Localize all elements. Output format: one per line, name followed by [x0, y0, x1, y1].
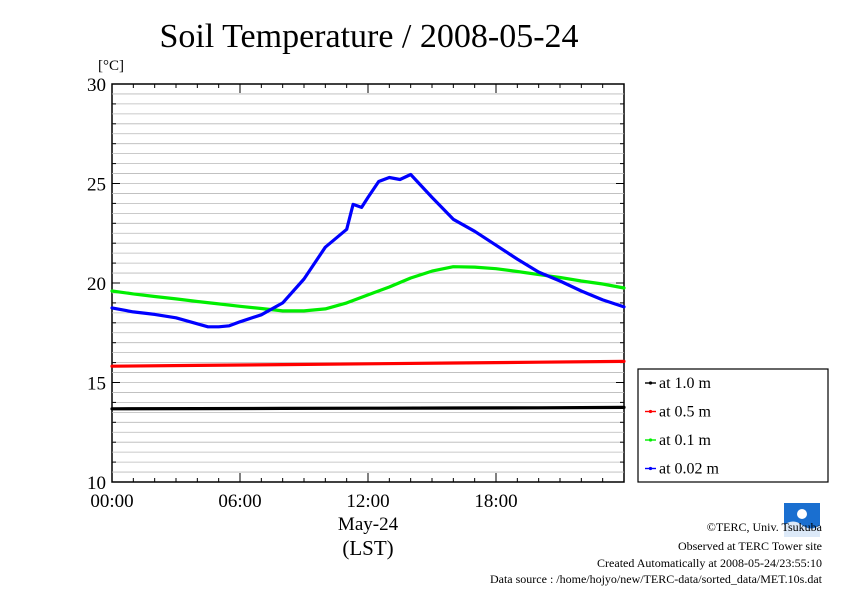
x-axis-date-label: May-24: [338, 514, 399, 535]
x-axis-time-zone-label: (LST): [342, 536, 393, 560]
y-tick-label: 25: [87, 175, 106, 196]
credit-observed: Observed at TERC Tower site: [678, 539, 822, 553]
legend-swatch-marker: [648, 466, 653, 471]
y-tick-label: 10: [87, 473, 106, 494]
series-line-at-0-02-m: [110, 172, 626, 329]
legend-label: at 0.02 m: [659, 461, 720, 478]
logo-drop: [797, 509, 807, 519]
legend: at 1.0 m at 0.5 m at 0.1 m at 0.02 m: [637, 368, 829, 483]
legend-label: at 0.5 m: [659, 404, 712, 421]
x-tick-label: 18:00: [474, 491, 517, 512]
legend-swatch-marker: [648, 409, 653, 414]
grid-lines: [112, 93, 624, 473]
series-line-at-1-0-m: [110, 405, 626, 411]
y-axis-ticks: 10 15 20 25 30: [87, 75, 624, 494]
y-tick-label: 15: [87, 374, 106, 395]
legend-label: at 1.0 m: [659, 375, 712, 392]
x-tick-label: 06:00: [218, 491, 261, 512]
chart-title: Soil Temperature / 2008-05-24: [159, 18, 578, 55]
legend-swatch-marker: [648, 438, 653, 442]
y-tick-label: 30: [87, 75, 106, 96]
series-line-at-0-5-m: [110, 359, 626, 368]
credit-created: Created Automatically at 2008-05-24/23:5…: [597, 556, 822, 570]
logo-wave: [784, 521, 820, 537]
y-tick-label: 20: [87, 274, 106, 295]
terc-logo: [784, 503, 820, 537]
credit-source: Data source : /home/hojyo/new/TERC-data/…: [490, 572, 823, 586]
legend-box: [637, 368, 829, 483]
x-tick-label: 12:00: [346, 491, 389, 512]
x-tick-label: 00:00: [90, 491, 133, 512]
credit-copyright: ©TERC, Univ. Tsukuba: [707, 520, 823, 534]
legend-swatch-marker: [648, 381, 653, 385]
series-line-at-0-1-m: [110, 265, 626, 313]
legend-label: at 0.1 m: [659, 432, 712, 449]
x-axis-ticks: 00:00 06:00 12:00 18:00: [90, 84, 625, 512]
y-axis-unit-label: [°C]: [98, 58, 124, 74]
series-lines: [110, 172, 626, 411]
